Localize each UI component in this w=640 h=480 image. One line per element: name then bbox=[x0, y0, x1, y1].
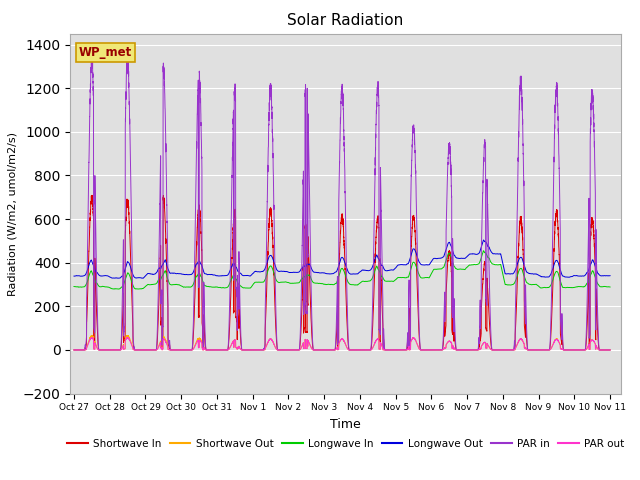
Shortwave Out bbox=[606, 347, 614, 353]
Shortwave In bbox=[584, 312, 591, 317]
PAR in bbox=[462, 347, 470, 353]
Shortwave Out bbox=[252, 347, 260, 353]
PAR out bbox=[252, 347, 260, 353]
PAR in bbox=[88, 53, 96, 59]
PAR in bbox=[324, 347, 332, 353]
Shortwave Out bbox=[324, 347, 332, 353]
Longwave In bbox=[584, 280, 591, 286]
Longwave Out bbox=[479, 237, 487, 243]
Y-axis label: Radiation (W/m2, umol/m2/s): Radiation (W/m2, umol/m2/s) bbox=[7, 132, 17, 296]
Shortwave Out bbox=[70, 347, 78, 353]
Title: Solar Radiation: Solar Radiation bbox=[287, 13, 404, 28]
Shortwave In bbox=[606, 347, 614, 353]
Shortwave In bbox=[70, 347, 78, 353]
Text: WP_met: WP_met bbox=[79, 46, 132, 59]
Line: Longwave Out: Longwave Out bbox=[74, 240, 610, 278]
Longwave In bbox=[479, 248, 487, 253]
PAR in bbox=[252, 347, 260, 353]
Longwave Out bbox=[477, 245, 485, 251]
PAR out bbox=[584, 345, 591, 350]
PAR out bbox=[462, 347, 470, 353]
Shortwave In bbox=[324, 347, 332, 353]
PAR out bbox=[123, 335, 131, 341]
Shortwave In bbox=[88, 192, 96, 198]
Longwave In bbox=[606, 284, 614, 290]
Longwave Out bbox=[252, 268, 260, 274]
Legend: Shortwave In, Shortwave Out, Longwave In, Longwave Out, PAR in, PAR out: Shortwave In, Shortwave Out, Longwave In… bbox=[63, 435, 628, 453]
Longwave Out bbox=[324, 271, 332, 276]
Shortwave Out bbox=[584, 345, 591, 350]
PAR in bbox=[606, 347, 614, 353]
Longwave Out bbox=[584, 269, 591, 275]
Longwave Out bbox=[606, 273, 614, 278]
Shortwave In bbox=[477, 333, 485, 338]
Longwave In bbox=[577, 284, 585, 289]
Shortwave In bbox=[252, 347, 260, 353]
Line: PAR out: PAR out bbox=[74, 338, 610, 350]
PAR in bbox=[584, 277, 591, 283]
Longwave In bbox=[477, 256, 485, 262]
PAR in bbox=[477, 313, 485, 319]
Longwave In bbox=[70, 284, 78, 289]
PAR in bbox=[70, 347, 78, 353]
PAR in bbox=[577, 347, 585, 353]
PAR out bbox=[606, 347, 614, 353]
PAR out bbox=[477, 346, 485, 351]
Shortwave Out bbox=[577, 347, 585, 353]
PAR out bbox=[70, 347, 78, 353]
Shortwave In bbox=[462, 347, 470, 353]
PAR out bbox=[577, 347, 585, 353]
Longwave Out bbox=[70, 273, 78, 279]
Longwave In bbox=[252, 279, 260, 285]
X-axis label: Time: Time bbox=[330, 418, 361, 431]
PAR out bbox=[324, 347, 332, 353]
Line: Shortwave Out: Shortwave Out bbox=[74, 336, 610, 350]
Shortwave Out bbox=[123, 333, 131, 338]
Longwave Out bbox=[577, 273, 585, 279]
Line: PAR in: PAR in bbox=[74, 56, 610, 350]
Shortwave Out bbox=[477, 346, 485, 351]
Shortwave In bbox=[577, 347, 585, 353]
Longwave In bbox=[134, 286, 141, 292]
Longwave In bbox=[324, 281, 332, 287]
Longwave Out bbox=[115, 276, 123, 281]
Longwave In bbox=[462, 265, 470, 271]
Shortwave Out bbox=[462, 347, 470, 353]
Line: Longwave In: Longwave In bbox=[74, 251, 610, 289]
Longwave Out bbox=[462, 255, 470, 261]
Line: Shortwave In: Shortwave In bbox=[74, 195, 610, 350]
